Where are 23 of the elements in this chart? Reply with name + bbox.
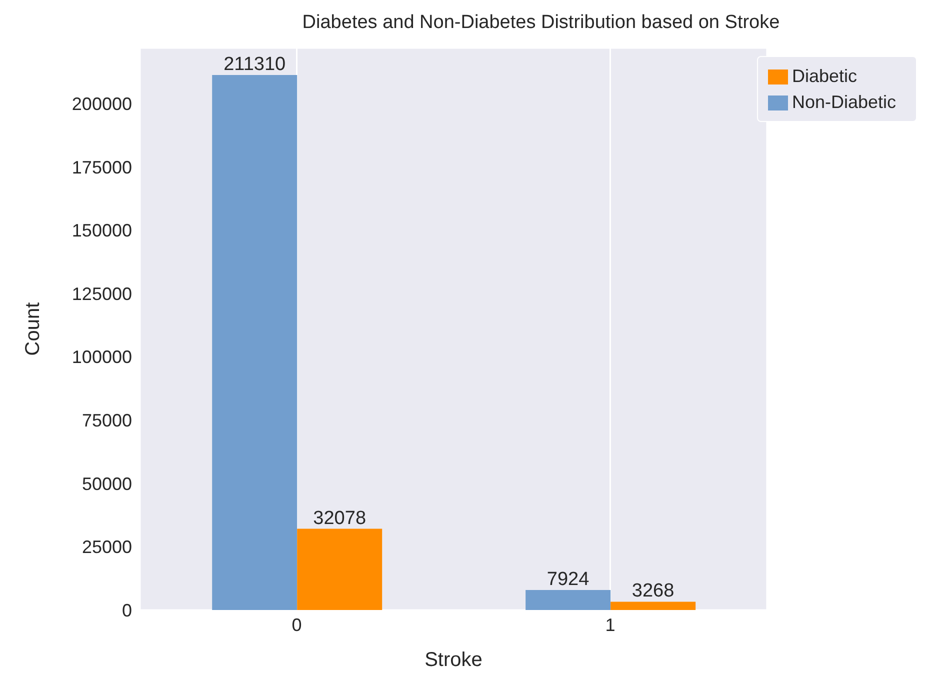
data-label: 7924 bbox=[546, 568, 590, 590]
chart-title: Diabetes and Non-Diabetes Distribution based on Stroke bbox=[301, 12, 781, 34]
x-axis-title: Stroke bbox=[424, 649, 482, 671]
y-tick-label: 125000 bbox=[72, 284, 132, 304]
legend-label: Diabetic bbox=[792, 66, 857, 86]
y-tick-label: 25000 bbox=[82, 537, 132, 558]
y-tick-label: 200000 bbox=[72, 94, 132, 114]
y-tick-label: 0 bbox=[122, 600, 132, 620]
y-tick-label: 75000 bbox=[82, 410, 132, 431]
legend-label: Non-Diabetic bbox=[792, 92, 896, 112]
y-tick-label: 175000 bbox=[72, 157, 132, 178]
x-tick-label: 1 bbox=[605, 614, 616, 635]
y-axis-title: Count bbox=[22, 302, 44, 356]
bar bbox=[526, 590, 611, 610]
data-label: 3268 bbox=[632, 580, 674, 602]
data-label: 32078 bbox=[313, 508, 366, 529]
y-tick-label: 50000 bbox=[82, 474, 132, 494]
data-label: 211310 bbox=[224, 54, 286, 76]
bar bbox=[212, 75, 298, 610]
bar bbox=[297, 528, 382, 610]
y-tick-label: 100000 bbox=[72, 347, 132, 368]
bar bbox=[610, 602, 696, 610]
y-tick-label: 150000 bbox=[72, 220, 132, 241]
